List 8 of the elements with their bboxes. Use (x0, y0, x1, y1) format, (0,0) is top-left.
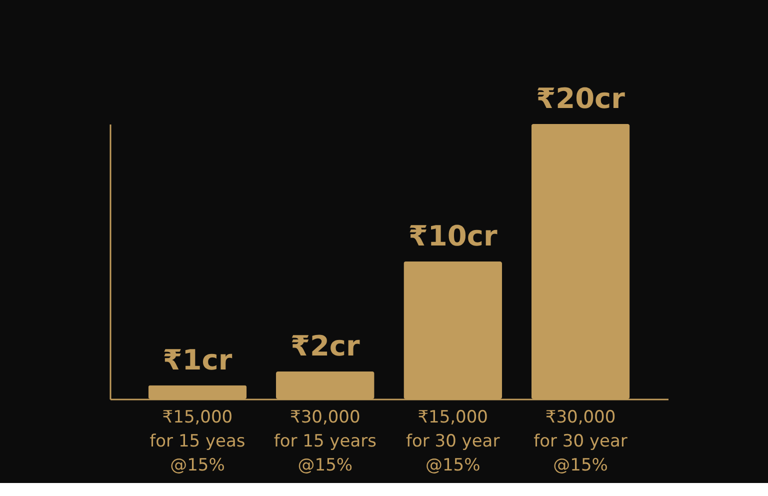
x-tick-label: ₹30,000 for 15 years @15% (274, 408, 377, 476)
data-label: ₹20cr (536, 82, 626, 115)
data-label: ₹10cr (408, 220, 498, 252)
x-tick-label: ₹15,000 for 15 yeas @15% (150, 408, 246, 476)
x-tick-label: ₹15,000 for 30 year @15% (406, 408, 500, 476)
x-tick-label: ₹30,000 for 30 year @15% (534, 408, 628, 476)
data-label: ₹1cr (162, 343, 232, 376)
data-label: ₹2cr (290, 330, 360, 362)
